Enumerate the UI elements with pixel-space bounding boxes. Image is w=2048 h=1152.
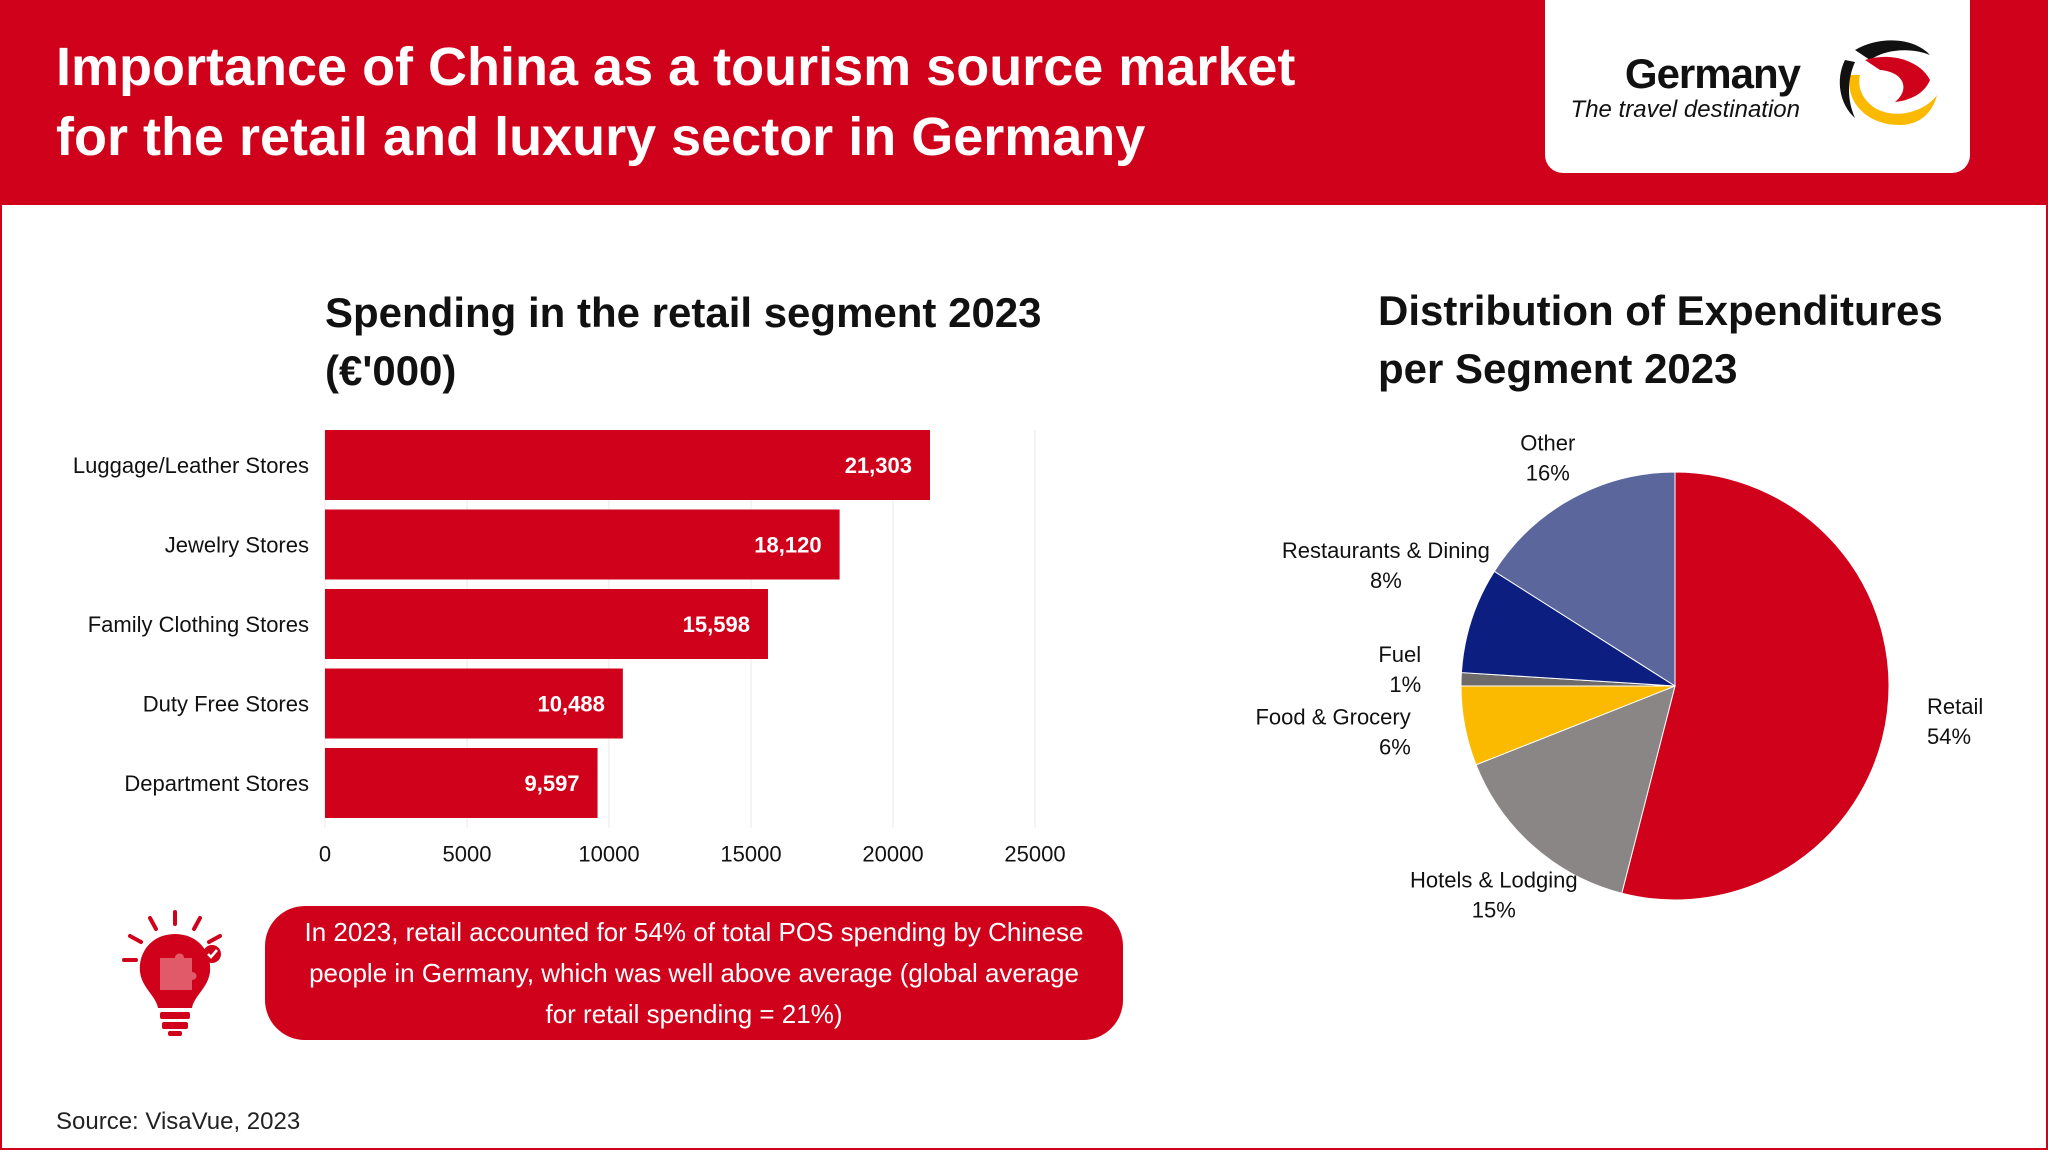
source-note: Source: VisaVue, 2023: [56, 1108, 301, 1135]
callout-text: In 2023, retail accounted for 54% of tot…: [304, 916, 1084, 1029]
data-label: 18,120: [754, 533, 821, 558]
pie-pct-label: 1%: [1389, 672, 1421, 697]
pie-chart-title-line2: per Segment 2023: [1378, 345, 1738, 392]
category-label: Jewelry Stores: [165, 533, 309, 558]
pie-pct-label: 16%: [1526, 461, 1570, 486]
header-banner: Importance of China as a tourism source …: [0, 0, 2048, 205]
pie-label: Other: [1520, 431, 1575, 456]
pie-label: Fuel: [1378, 642, 1421, 667]
bar-chart-title-line1: Spending in the retail segment 2023: [325, 289, 1042, 336]
category-label: Department Stores: [124, 771, 309, 796]
pie-slice: [1621, 471, 1890, 901]
pie-pct-label: 8%: [1370, 568, 1402, 593]
pie-slice: [1475, 685, 1676, 894]
pie-pct-label: 6%: [1379, 734, 1411, 759]
category-label: Family Clothing Stores: [88, 612, 309, 637]
x-tick-label: 25000: [1004, 842, 1065, 867]
lightbulb-puzzle-icon: [122, 910, 222, 1036]
page-title-line1: Importance of China as a tourism source …: [56, 37, 1296, 97]
pie-chart-title-line1: Distribution of Expenditures: [1378, 287, 1943, 334]
bar: [325, 509, 840, 580]
pie-label: Restaurants & Dining: [1282, 538, 1490, 563]
pie-pct-label: 15%: [1472, 898, 1516, 923]
data-label: 15,598: [683, 612, 750, 637]
pie-chart: Retail 54% Hotels & Lodging 15% Food & Groce…: [1255, 431, 1983, 923]
page-title: Importance of China as a tourism source …: [56, 32, 1476, 172]
pie-slice: [1493, 471, 1676, 687]
category-label: Luggage/Leather Stores: [73, 453, 309, 478]
pie-label: Food & Grocery: [1255, 704, 1410, 729]
pie-label: Hotels & Lodging: [1410, 868, 1578, 893]
data-label: 21,303: [845, 453, 912, 478]
germany-travel-logo-icon: [1839, 40, 1937, 125]
x-tick-label: 20000: [862, 842, 923, 867]
pie-slice: [1460, 570, 1676, 687]
callout-box: In 2023, retail accounted for 54% of tot…: [265, 906, 1123, 1040]
x-tick-label: 15000: [720, 842, 781, 867]
bar: [325, 748, 598, 818]
logo-name: Germany: [1624, 50, 1801, 97]
x-tick-label: 5000: [443, 842, 492, 867]
bar: [325, 430, 931, 500]
pie-label: Retail: [1927, 694, 1983, 719]
bar-chart-title-line2: (€'000): [325, 347, 457, 394]
logo-box: Germany The travel destination: [1545, 0, 1970, 173]
bar: [325, 668, 623, 739]
category-label: Duty Free Stores: [143, 692, 309, 717]
bar: [325, 589, 768, 659]
x-tick-label: 0: [319, 842, 331, 867]
bar-chart-title: Spending in the retail segment 2023 (€'0…: [325, 284, 1042, 400]
page-title-line2: for the retail and luxury sector in Germ…: [56, 107, 1146, 167]
pie-pct-label: 54%: [1927, 724, 1971, 749]
logo-tagline: The travel destination: [1570, 96, 1800, 123]
bar-chart: 0 5000 10000 15000 20000 25000 Luggage/Leather…: [73, 430, 1066, 867]
pie-chart-title: Distribution of Expenditures per Segment…: [1378, 282, 1943, 398]
data-label: 9,597: [524, 771, 579, 796]
data-label: 10,488: [538, 692, 605, 717]
x-tick-label: 10000: [578, 842, 639, 867]
